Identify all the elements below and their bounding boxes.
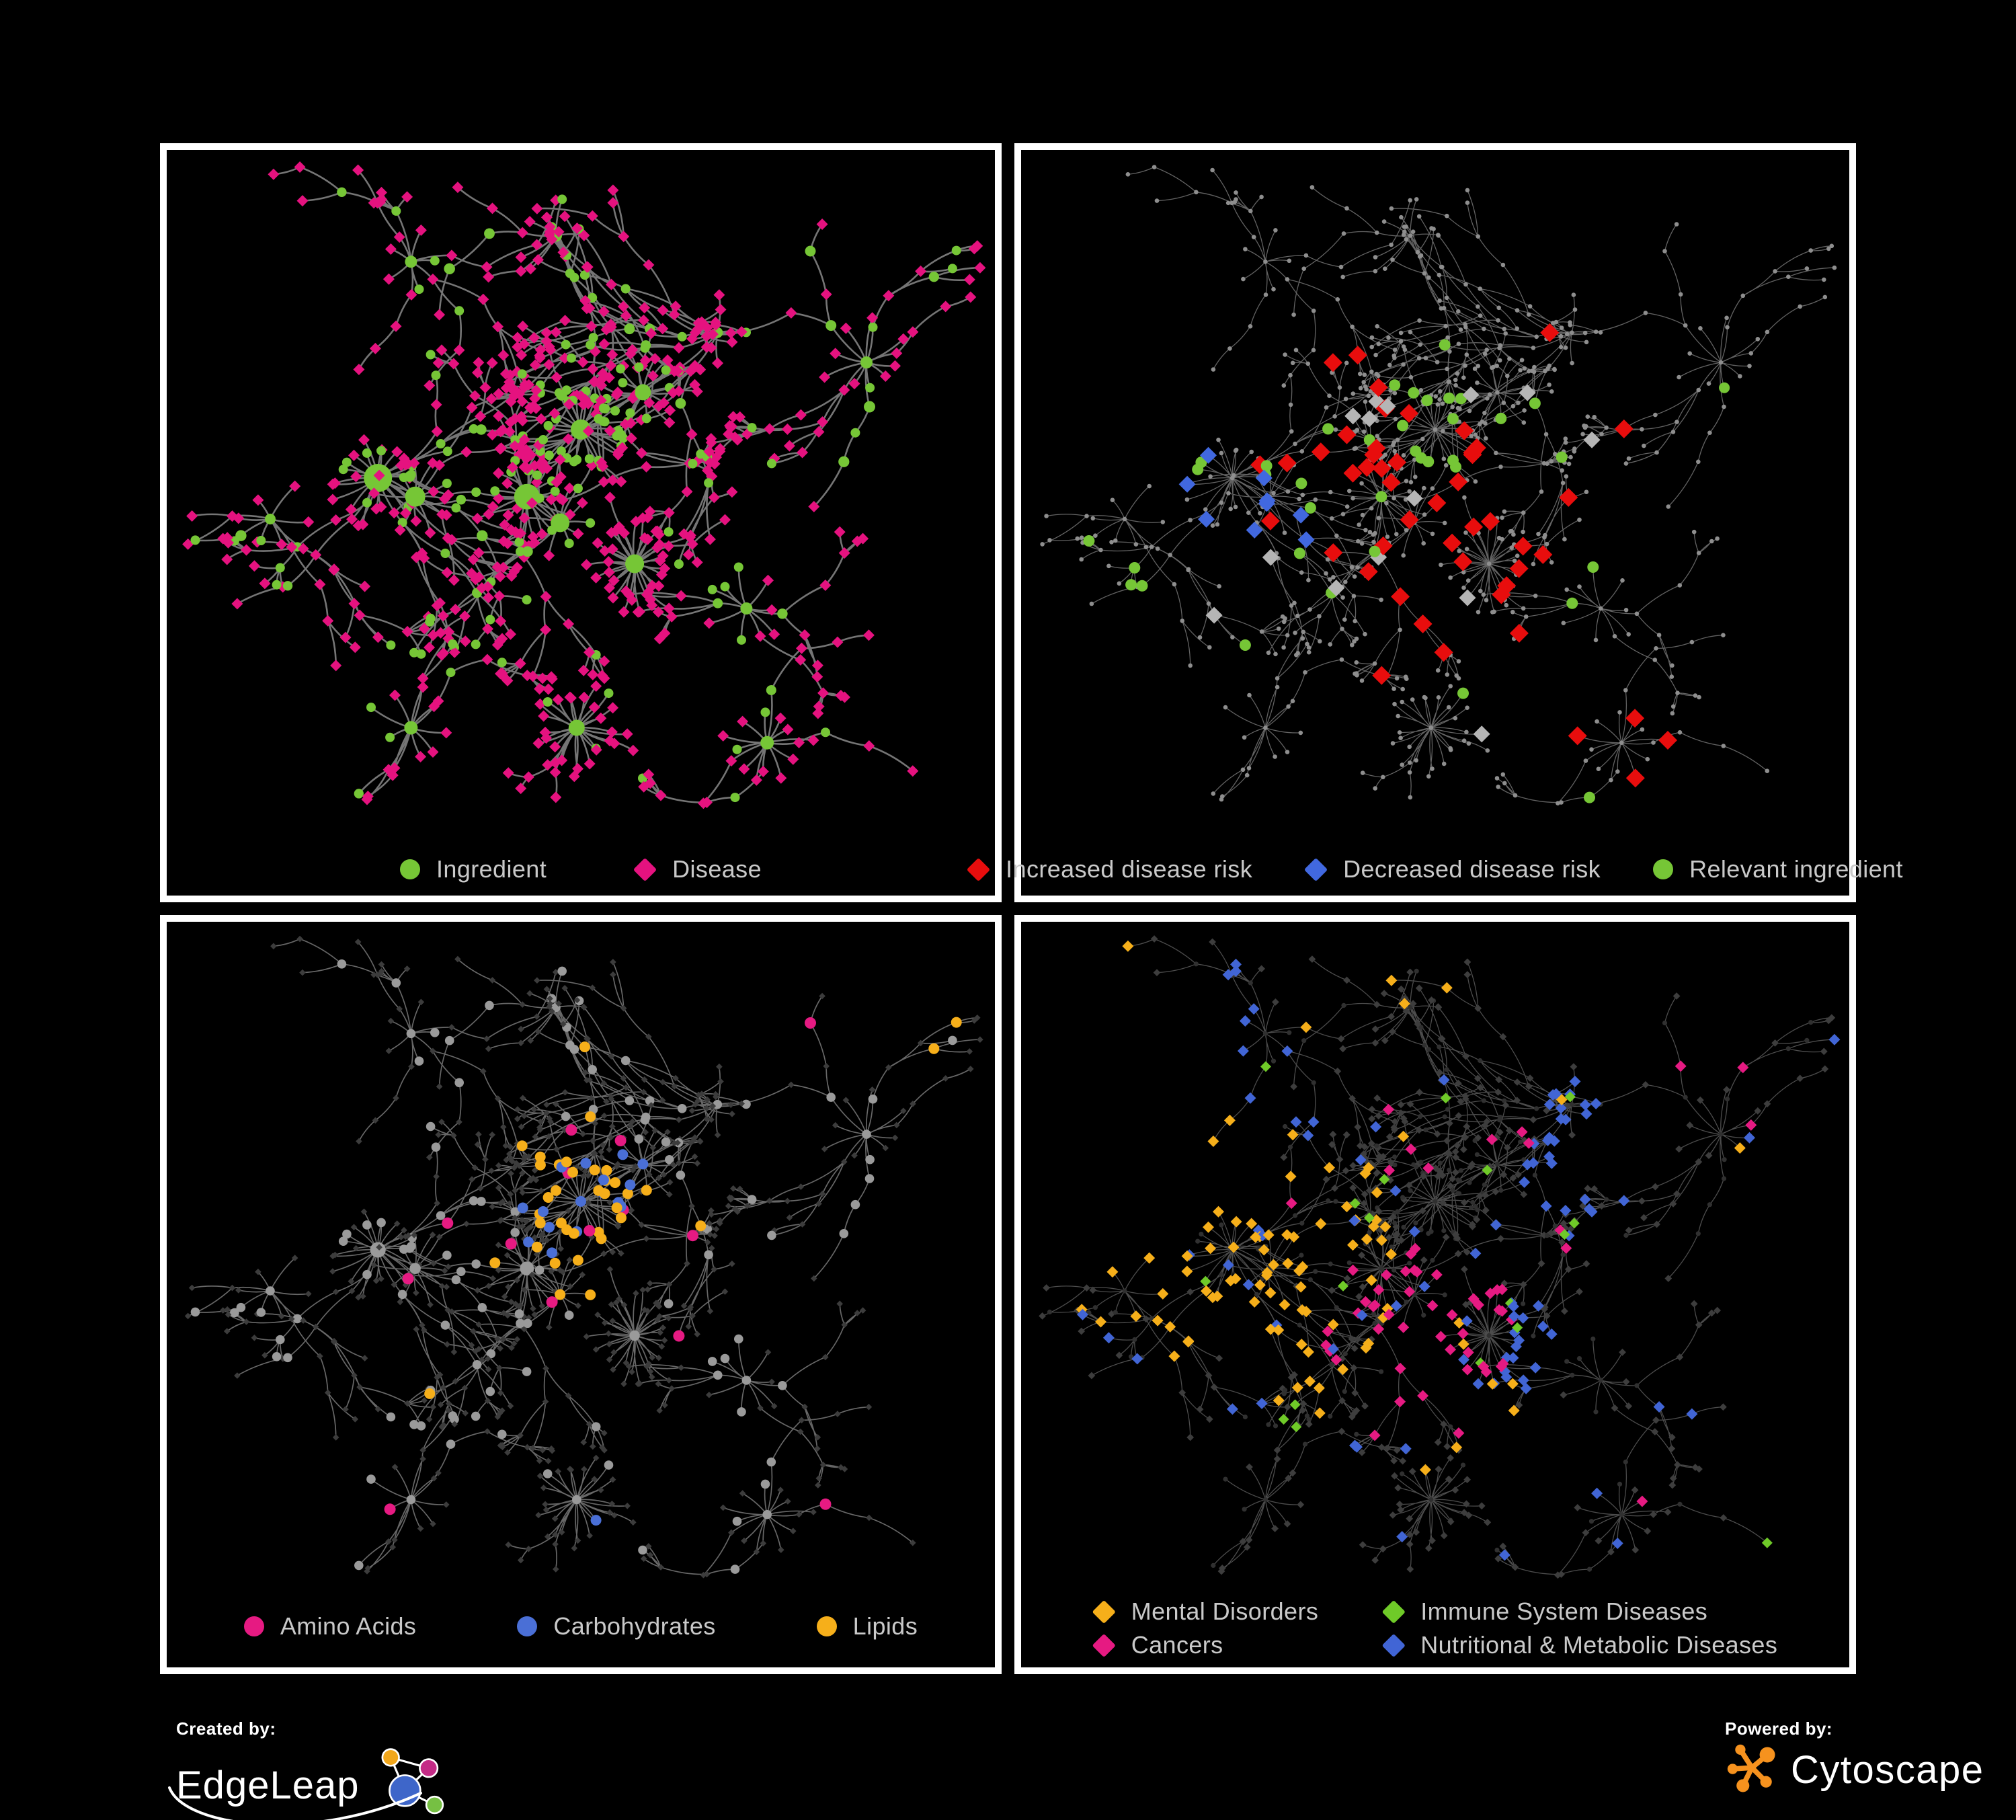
legend-label: Cancers [1131,1631,1223,1659]
edgeleap-credit: Created by: EdgeLeap [168,1718,457,1820]
immune-diseases-diamond-icon [1381,1599,1406,1624]
legend-label: Disease [672,855,762,883]
edgeleap-logo-icon [381,1748,444,1815]
legend-label: Ingredient [436,855,547,883]
amino-acids-circle-icon [243,1616,264,1636]
decreased-risk-diamond-icon [1303,857,1328,881]
lipids-circle-icon [816,1616,837,1636]
panel-disease-risk: Increased disease risk Decreased disease… [966,143,1902,902]
legend-label: Lipids [852,1612,918,1640]
legend-item-immune-system-diseases: Immune System Diseases [1381,1597,1708,1626]
legend-disease-risk: Increased disease risk Decreased disease… [966,855,1902,883]
network-graph-ingredient-disease [167,150,995,896]
relevant-ingredient-circle-icon [1653,859,1674,879]
legend-ingredient-disease: Ingredient Disease [167,855,995,883]
panel-nutrient-classes: Amino Acids Carbohydrates Lipids [160,915,1002,1674]
panel-disease-classes: Mental Disorders Immune System Diseases … [1014,915,1856,1674]
legend-item-lipids: Lipids [816,1612,918,1640]
legend-nutrient-classes: Amino Acids Carbohydrates Lipids [167,1612,995,1640]
network-graph-disease-risk [1021,150,1849,896]
cytoscape-wordmark: Cytoscape [1791,1747,1984,1792]
legend-item-amino-acids: Amino Acids [243,1612,417,1640]
mental-disorders-diamond-icon [1092,1599,1116,1624]
legend-label: Immune System Diseases [1420,1597,1708,1625]
legend-label: Decreased disease risk [1343,855,1601,883]
cytoscape-credit: Powered by: Cytoscape [1725,1718,1984,1798]
legend-item-nutritional-metabolic-diseases: Nutritional & Metabolic Diseases [1381,1631,1778,1659]
cancers-diamond-icon [1092,1633,1116,1657]
disease-diamond-icon [633,857,657,881]
carbohydrates-circle-icon [517,1616,538,1636]
legend-label: Nutritional & Metabolic Diseases [1420,1631,1778,1659]
powered-by-label: Powered by: [1725,1718,1833,1739]
increased-risk-diamond-icon [966,857,991,881]
legend-label: Increased disease risk [1006,855,1253,883]
legend-item-decreased-risk: Decreased disease risk [1303,855,1601,883]
legend-item-mental-disorders: Mental Disorders [1092,1597,1319,1626]
legend-disease-classes: Mental Disorders Immune System Diseases … [1092,1597,1778,1659]
legend-item-increased-risk: Increased disease risk [966,855,1253,883]
cytoscape-logo-icon [1727,1744,1775,1792]
legend-item-disease: Disease [633,855,762,883]
legend-label: Mental Disorders [1131,1597,1319,1625]
legend-item-carbohydrates: Carbohydrates [517,1612,715,1640]
created-by-label: Created by: [176,1718,276,1739]
legend-item-relevant-ingredient: Relevant ingredient [1653,855,1903,883]
legend-label: Carbohydrates [553,1612,716,1640]
legend-item-ingredient: Ingredient [400,855,547,883]
legend-label: Relevant ingredient [1689,855,1903,883]
nutritional-diseases-diamond-icon [1381,1633,1406,1657]
legend-item-cancers: Cancers [1092,1631,1223,1659]
edgeleap-wordmark: EdgeLeap [176,1763,360,1807]
panel-grid: Ingredient Disease Increased disease ris… [160,143,1902,1674]
network-graph-disease-classes [1021,922,1849,1667]
network-graph-nutrient-classes [167,922,995,1667]
ingredient-circle-icon [400,859,420,879]
panel-ingredient-disease: Ingredient Disease [160,143,1002,902]
legend-label: Amino Acids [280,1612,417,1640]
